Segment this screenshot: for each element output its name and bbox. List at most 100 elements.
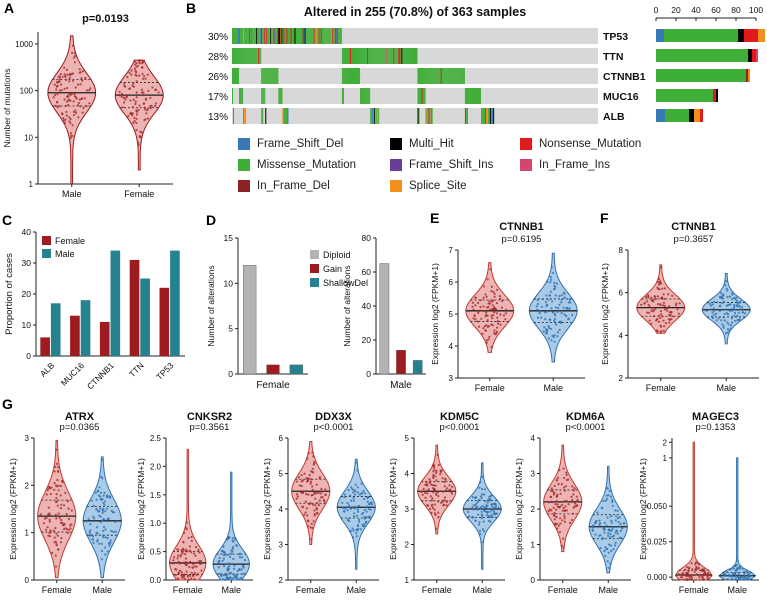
panel-c-proportion-bar-chart: 0 10 20 30 40 Proportion of cases ALB MUC16 CTNN… bbox=[4, 222, 188, 400]
svg-text:5: 5 bbox=[405, 434, 410, 443]
svg-text:6: 6 bbox=[619, 289, 624, 298]
legend-label: Frame_Shift_Ins bbox=[409, 159, 494, 171]
svg-text:2: 2 bbox=[619, 374, 624, 383]
svg-text:p=0.0365: p=0.0365 bbox=[60, 422, 100, 433]
svg-text:Gain: Gain bbox=[323, 264, 342, 274]
svg-text:CNKSR2: CNKSR2 bbox=[187, 411, 232, 423]
svg-text:0: 0 bbox=[654, 5, 659, 15]
panel-f-ctnnb1-violin: 2 4 6 8 Expression log2 (FPKM+1) CTNNB1 p=0.36… bbox=[600, 218, 764, 400]
svg-text:0: 0 bbox=[26, 351, 31, 361]
svg-text:Proportion of cases: Proportion of cases bbox=[4, 253, 15, 335]
svg-text:1: 1 bbox=[663, 454, 668, 463]
svg-text:p=0.3657: p=0.3657 bbox=[674, 234, 714, 245]
svg-text:4: 4 bbox=[531, 434, 536, 443]
svg-text:DDX3X: DDX3X bbox=[315, 411, 352, 423]
svg-text:2: 2 bbox=[25, 481, 30, 490]
svg-text:1: 1 bbox=[531, 541, 536, 550]
svg-text:MUC16: MUC16 bbox=[603, 91, 639, 103]
svg-text:p<0.0001: p<0.0001 bbox=[440, 422, 480, 433]
panel-e-ctnnb1-violin: 3 4 5 6 7 Expression log2 (FPKM+1) CTNNB1 p=0.6… bbox=[430, 218, 590, 400]
svg-text:Female: Female bbox=[42, 585, 72, 595]
svg-text:20: 20 bbox=[362, 335, 372, 345]
svg-text:p=0.1353: p=0.1353 bbox=[696, 422, 736, 433]
svg-text:Expression log2 (FPKM+1): Expression log2 (FPKM+1) bbox=[430, 263, 440, 365]
svg-text:Expression log2 (FPKM+1): Expression log2 (FPKM+1) bbox=[388, 458, 398, 560]
missense_mutation-swatch-icon bbox=[238, 159, 250, 171]
svg-text:13%: 13% bbox=[208, 112, 228, 123]
svg-text:0.000: 0.000 bbox=[647, 573, 668, 582]
svg-text:CTNNB1: CTNNB1 bbox=[499, 221, 544, 233]
svg-text:1.5: 1.5 bbox=[150, 491, 162, 500]
svg-text:Female: Female bbox=[679, 585, 709, 595]
splice_site-swatch-icon bbox=[390, 180, 402, 192]
svg-text:3: 3 bbox=[25, 434, 30, 443]
legend-item-in_frame_ins: In_Frame_Ins bbox=[520, 159, 682, 171]
svg-text:1: 1 bbox=[405, 576, 410, 585]
legend-label: Frame_Shift_Del bbox=[257, 138, 344, 150]
panel-g-atrx-violin: 0 1 2 3 Expression log2 (FPKM+1) ATRX p=0.0365… bbox=[8, 408, 130, 602]
panel-g-magec3-violin: 0.000 0.025 0.050 1 2 Expression log2 (FPKM+1… bbox=[638, 408, 764, 602]
svg-text:5: 5 bbox=[279, 470, 284, 479]
svg-text:Male: Male bbox=[390, 380, 412, 391]
svg-text:Expression log2 (FPKM+1): Expression log2 (FPKM+1) bbox=[638, 458, 648, 560]
svg-text:4: 4 bbox=[449, 342, 454, 351]
svg-text:3: 3 bbox=[531, 470, 536, 479]
svg-text:Female: Female bbox=[173, 585, 203, 595]
svg-text:40: 40 bbox=[22, 227, 32, 237]
legend-item-in_frame_del: In_Frame_Del bbox=[238, 180, 390, 192]
panel-g-kdm5c-violin: 1 2 3 4 5 Expression log2 (FPKM+1) KDM5C p<0.00… bbox=[388, 408, 510, 602]
svg-text:ShallowDel: ShallowDel bbox=[323, 278, 368, 288]
panel-g-ddx3x-violin: 2 3 4 5 6 Expression log2 (FPKM+1) DDX3X p<0.00… bbox=[262, 408, 384, 602]
panel-label-a: A bbox=[4, 0, 15, 16]
svg-text:p=0.6195: p=0.6195 bbox=[502, 234, 542, 245]
svg-text:Male: Male bbox=[543, 383, 563, 393]
svg-text:6: 6 bbox=[279, 434, 284, 443]
panel-d-cnv-bar-charts: 0 5 10 15 Number of alterations Female 0 20 40 60… bbox=[206, 222, 428, 400]
legend-label: Nonsense_Mutation bbox=[539, 138, 642, 150]
svg-text:4: 4 bbox=[279, 505, 284, 514]
svg-text:2.0: 2.0 bbox=[150, 462, 162, 471]
svg-text:20: 20 bbox=[671, 5, 681, 15]
legend-item-splice_site: Splice_Site bbox=[390, 180, 520, 192]
svg-text:Male: Male bbox=[92, 585, 112, 595]
svg-text:TP53: TP53 bbox=[154, 360, 176, 382]
svg-text:60: 60 bbox=[711, 5, 721, 15]
svg-text:2: 2 bbox=[279, 576, 284, 585]
in_frame_del-swatch-icon bbox=[238, 180, 250, 192]
svg-text:7: 7 bbox=[449, 246, 454, 255]
svg-text:p=0.3561: p=0.3561 bbox=[190, 422, 230, 433]
svg-text:CTNNB1: CTNNB1 bbox=[603, 71, 646, 83]
legend-label: Missense_Mutation bbox=[257, 159, 357, 171]
svg-text:Female: Female bbox=[55, 236, 85, 246]
frame_shift_ins-swatch-icon bbox=[390, 159, 402, 171]
panel-g-cnksr2-violin: 0.0 0.5 1.0 1.5 2.0 2.5 Expression log2 (FPKM+… bbox=[136, 408, 258, 602]
svg-text:Male: Male bbox=[716, 383, 736, 393]
svg-text:4: 4 bbox=[619, 331, 624, 340]
svg-text:0: 0 bbox=[531, 576, 536, 585]
svg-text:1000: 1000 bbox=[15, 40, 33, 49]
svg-text:100: 100 bbox=[749, 5, 763, 15]
svg-text:1: 1 bbox=[29, 180, 34, 189]
svg-text:KDM6A: KDM6A bbox=[566, 411, 605, 423]
svg-text:2: 2 bbox=[663, 438, 668, 447]
svg-text:80: 80 bbox=[362, 233, 372, 243]
svg-text:CTNNB1: CTNNB1 bbox=[671, 221, 716, 233]
svg-text:0.050: 0.050 bbox=[647, 502, 668, 511]
legend-label: In_Frame_Del bbox=[257, 180, 330, 192]
svg-text:CTNNB1: CTNNB1 bbox=[85, 360, 116, 391]
svg-text:2: 2 bbox=[405, 541, 410, 550]
svg-text:3: 3 bbox=[279, 541, 284, 550]
svg-text:Male: Male bbox=[346, 585, 366, 595]
nonsense_mutation-swatch-icon bbox=[520, 138, 532, 150]
svg-text:10: 10 bbox=[22, 320, 32, 330]
svg-text:MUC16: MUC16 bbox=[59, 360, 87, 388]
svg-text:Male: Male bbox=[62, 189, 82, 199]
svg-text:Male: Male bbox=[598, 585, 618, 595]
svg-text:60: 60 bbox=[362, 267, 372, 277]
frame_shift_del-swatch-icon bbox=[238, 138, 250, 150]
panel-label-e: E bbox=[430, 210, 440, 226]
svg-text:5: 5 bbox=[449, 310, 454, 319]
svg-text:p=0.0193: p=0.0193 bbox=[82, 13, 129, 25]
svg-text:TP53: TP53 bbox=[603, 31, 628, 43]
svg-text:0.5: 0.5 bbox=[150, 548, 162, 557]
